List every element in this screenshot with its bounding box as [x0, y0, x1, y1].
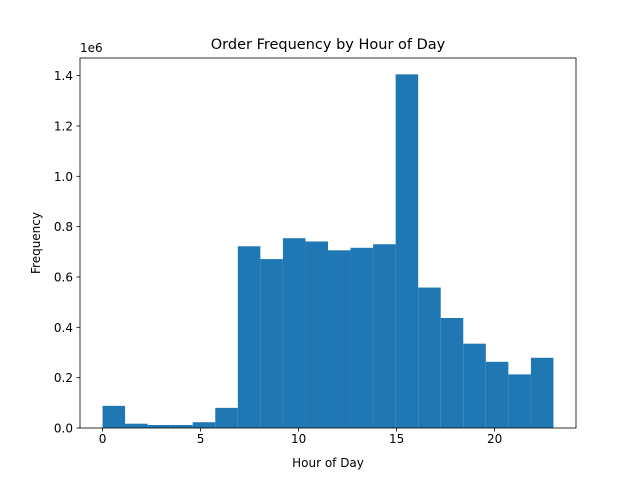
- x-tick-label: 0: [99, 432, 107, 446]
- y-tick-label: 0.2: [54, 371, 73, 385]
- x-tick-label: 15: [389, 432, 404, 446]
- histogram-bar: [463, 343, 486, 428]
- histogram-bar: [147, 424, 171, 428]
- y-tick-label: 1.4: [54, 69, 73, 83]
- y-tick-label: 0.0: [54, 422, 73, 436]
- histogram-bar: [440, 318, 464, 428]
- histogram-bar: [170, 424, 193, 428]
- x-tick-label: 10: [291, 432, 306, 446]
- histogram-bar: [260, 259, 283, 428]
- histogram-bar: [418, 287, 441, 428]
- chart-title: Order Frequency by Hour of Day: [211, 37, 446, 53]
- histogram-bar: [350, 247, 374, 428]
- y-offset-label: 1e6: [80, 41, 103, 55]
- x-ticks-group: 0 5 10 15 20: [99, 428, 502, 446]
- x-tick-label: 20: [487, 432, 502, 446]
- y-tick-label: 0.4: [54, 321, 73, 335]
- histogram-bar: [282, 238, 306, 428]
- histogram-bar: [215, 407, 238, 428]
- histogram-bar: [395, 74, 419, 429]
- y-tick-label: 1.2: [54, 119, 73, 133]
- histogram-bar: [530, 357, 554, 428]
- x-tick-label: 5: [197, 432, 205, 446]
- histogram-bar: [192, 422, 216, 428]
- histogram-bar: [373, 244, 396, 428]
- histogram-bar: [237, 246, 261, 428]
- y-tick-label: 0.8: [54, 220, 73, 234]
- histogram-bar: [508, 374, 531, 428]
- y-axis-label: Frequency: [29, 212, 43, 274]
- y-tick-label: 0.6: [54, 270, 73, 284]
- histogram-bar: [125, 423, 148, 428]
- histogram-bar: [485, 361, 509, 428]
- y-ticks-group: 0.0 0.2 0.4 0.6 0.8 1.0 1.2 1.4: [54, 69, 80, 436]
- axes-frame: [79, 57, 577, 429]
- x-axis-label: Hour of Day: [292, 456, 364, 470]
- histogram-bar: [305, 241, 328, 428]
- histogram-bar: [328, 250, 351, 428]
- y-tick-label: 1.0: [54, 170, 73, 184]
- histogram-bar: [102, 405, 126, 428]
- bars-group: [102, 74, 554, 429]
